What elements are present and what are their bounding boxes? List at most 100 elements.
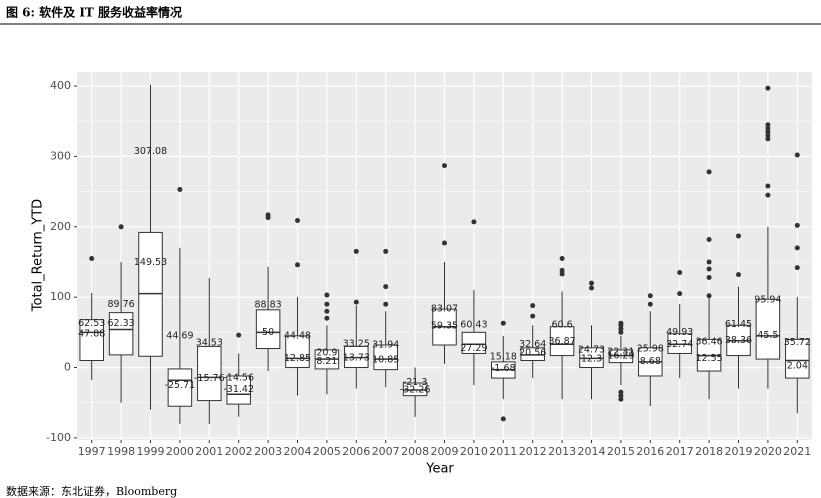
outlier: [324, 292, 330, 298]
data-label: 2.04: [787, 361, 808, 372]
data-label: 34.53: [196, 338, 223, 349]
outlier: [324, 301, 330, 307]
box: [285, 335, 310, 369]
data-label: 10.85: [372, 354, 399, 365]
data-label: 307.08: [134, 146, 167, 157]
outlier: [736, 272, 741, 278]
outlier: [765, 183, 771, 189]
x-tick-label: 1998: [107, 445, 135, 458]
x-tick-label: 2010: [460, 445, 488, 458]
x-tick-label: 2011: [489, 445, 517, 458]
outlier: [236, 332, 242, 338]
outlier: [324, 315, 330, 321]
outlier: [530, 303, 536, 309]
x-tick-label: 2020: [754, 445, 782, 458]
outlier: [383, 248, 389, 254]
box: [226, 375, 251, 405]
x-tick-label: 2017: [666, 445, 694, 458]
outlier: [736, 233, 741, 239]
outlier: [442, 163, 447, 169]
x-tick-label: 2004: [284, 445, 312, 458]
data-label: 44.48: [284, 331, 311, 342]
data-label: -32.26: [400, 385, 431, 396]
outlier: [794, 265, 800, 271]
outlier: [618, 393, 624, 399]
data-label: 12.85: [284, 353, 311, 364]
data-label: 89.76: [107, 299, 134, 310]
outlier: [383, 301, 389, 307]
x-tick-label: 2014: [578, 445, 606, 458]
box: [755, 298, 781, 360]
data-label: 25.98: [637, 344, 664, 355]
data-label: 60.6: [552, 319, 573, 330]
x-tick-label: 2019: [725, 445, 753, 458]
data-label: 36.87: [548, 336, 575, 347]
source-note: 数据来源：东北证券，Bloomberg: [6, 484, 177, 498]
outlier: [559, 255, 565, 261]
outlier: [677, 291, 683, 297]
outlier: [706, 266, 712, 272]
data-label: 59.35: [431, 320, 458, 331]
data-label: 44.69: [166, 331, 193, 342]
data-label: 12.55: [695, 353, 722, 364]
data-label: 95.94: [754, 295, 781, 306]
data-label: 149.53: [134, 257, 167, 268]
data-label: -1.68: [491, 363, 516, 374]
y-tick-label: 0: [64, 361, 71, 374]
data-label: 60.43: [460, 320, 487, 331]
box: [549, 326, 575, 357]
box: [255, 309, 281, 350]
outlier: [618, 320, 624, 326]
outlier: [706, 236, 712, 242]
data-label: 8.21: [316, 356, 337, 367]
outlier: [618, 326, 624, 332]
outlier: [383, 284, 389, 290]
y-tick-label: -100: [46, 431, 71, 444]
data-label: 45.5: [757, 330, 778, 341]
outlier: [765, 85, 771, 91]
data-label: 36.46: [695, 336, 722, 347]
outlier: [295, 262, 300, 268]
outlier: [794, 245, 800, 251]
x-tick-label: 2013: [548, 445, 576, 458]
data-label: 47.88: [78, 328, 105, 339]
outlier: [500, 320, 506, 326]
data-label: 62.33: [107, 318, 134, 329]
data-label: -15.76: [194, 373, 225, 384]
chart-title: 图 6: 软件及 IT 服务收益率情况: [6, 5, 182, 20]
x-tick-label: 2015: [607, 445, 635, 458]
data-label: 20.56: [519, 348, 546, 359]
data-label: -21.3: [403, 377, 428, 388]
outlier: [765, 136, 771, 142]
data-label: 38.36: [725, 335, 752, 346]
outlier: [677, 270, 683, 276]
data-label: 31.94: [372, 340, 399, 351]
outlier: [647, 293, 653, 299]
outlier: [295, 217, 300, 223]
outlier: [177, 187, 183, 193]
x-tick-label: 2016: [636, 445, 664, 458]
outlier: [794, 222, 800, 228]
data-label: 22.31: [607, 346, 634, 357]
data-label: 20.9: [316, 347, 337, 358]
data-label: 49.93: [666, 327, 693, 338]
outlier: [89, 255, 95, 261]
data-label: -31.42: [223, 384, 254, 395]
box: [373, 344, 398, 371]
outlier: [559, 267, 565, 273]
data-label: 32.74: [666, 339, 693, 350]
outlier: [589, 285, 594, 291]
y-tick-label: 300: [50, 149, 71, 162]
x-tick-label: 2007: [372, 445, 400, 458]
x-tick-label: 2012: [519, 445, 547, 458]
x-tick-label: 2003: [254, 445, 282, 458]
box: [197, 345, 222, 402]
data-label: 12.3: [581, 353, 602, 364]
x-tick-label: 1999: [137, 445, 165, 458]
outlier: [500, 416, 506, 422]
outlier: [618, 329, 624, 335]
data-label: 83.07: [431, 304, 458, 315]
outlier: [353, 248, 359, 254]
outlier: [589, 280, 594, 286]
